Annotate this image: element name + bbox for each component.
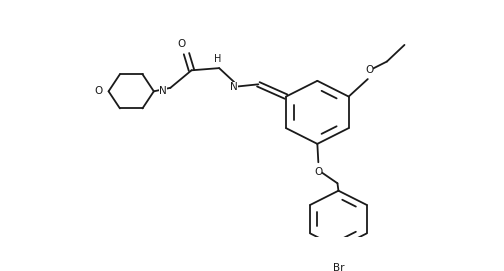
Text: N: N [159, 86, 167, 96]
Text: O: O [177, 39, 185, 49]
Text: O: O [95, 86, 103, 96]
Text: H: H [215, 54, 222, 64]
Text: N: N [230, 82, 238, 92]
Text: Br: Br [333, 263, 344, 271]
Text: O: O [314, 167, 323, 177]
Text: O: O [365, 65, 373, 75]
